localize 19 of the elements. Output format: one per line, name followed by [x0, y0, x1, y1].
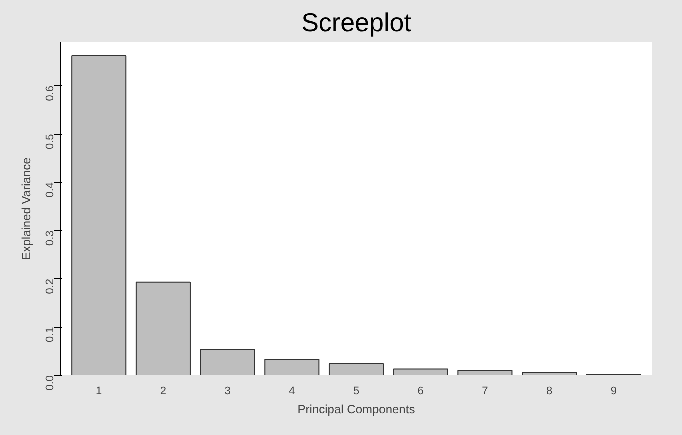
- x-tick-label: 1: [96, 386, 102, 398]
- y-axis-title: Explained Variance: [20, 157, 34, 260]
- x-tick-label: 3: [224, 386, 231, 398]
- y-tick-label: 0.5: [44, 134, 56, 150]
- y-tick-label: 0.0: [44, 375, 56, 391]
- x-tick-label: 8: [546, 386, 553, 398]
- y-tick-label: 0.4: [44, 182, 56, 198]
- y-tick-label: 0.2: [44, 278, 56, 294]
- x-tick-label: 4: [289, 386, 296, 398]
- x-tick-label: 7: [482, 386, 488, 398]
- y-tick-label: 0.1: [44, 327, 56, 343]
- x-tick-label: 5: [353, 386, 360, 398]
- x-axis-title: Principal Components: [298, 402, 416, 416]
- y-tick-label: 0.6: [44, 86, 56, 102]
- y-tick-label: 0.3: [44, 230, 56, 246]
- x-tick-label: 2: [160, 386, 167, 398]
- chart-title: Screeplot: [302, 8, 412, 38]
- x-tick-label: 6: [418, 386, 424, 398]
- x-tick-label: 9: [610, 386, 617, 398]
